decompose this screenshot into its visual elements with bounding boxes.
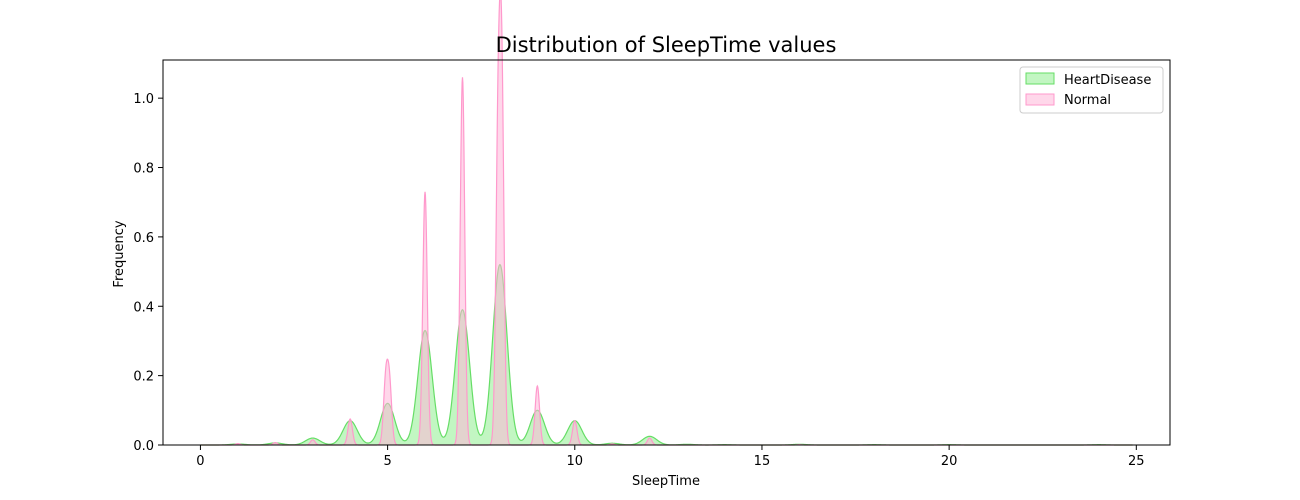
legend-swatch-normal [1025, 93, 1055, 106]
legend-label-heartdisease: HeartDisease [1064, 73, 1151, 88]
y-tick-label: 0.0 [133, 439, 154, 454]
y-tick-label: 0.8 [133, 162, 154, 177]
legend-swatch-heartdisease [1025, 72, 1055, 85]
x-axis: 0 5 10 15 20 25 [196, 445, 1145, 469]
y-tick-label: 0.4 [133, 300, 154, 315]
legend: HeartDisease Normal [1019, 66, 1164, 114]
x-axis-label: SleepTime [632, 474, 700, 489]
y-axis: 0.0 0.2 0.4 0.6 0.8 1.0 [133, 92, 163, 454]
x-tick-label: 10 [567, 454, 584, 469]
chart-title: Distribution of SleepTime values [496, 33, 837, 57]
x-tick-label: 20 [941, 454, 958, 469]
x-tick-label: 0 [196, 454, 204, 469]
x-tick-label: 15 [754, 454, 771, 469]
legend-label-normal: Normal [1064, 93, 1111, 108]
y-axis-label: Frequency [112, 220, 127, 287]
plot-frame [162, 59, 1171, 446]
x-tick-label: 25 [1128, 454, 1145, 469]
x-tick-label: 5 [383, 454, 391, 469]
y-tick-label: 0.2 [133, 370, 154, 385]
legend-frame [1019, 66, 1164, 114]
y-tick-label: 0.6 [133, 231, 154, 246]
y-tick-label: 1.0 [133, 92, 154, 107]
series-area-heartdisease [200, 264, 1133, 445]
